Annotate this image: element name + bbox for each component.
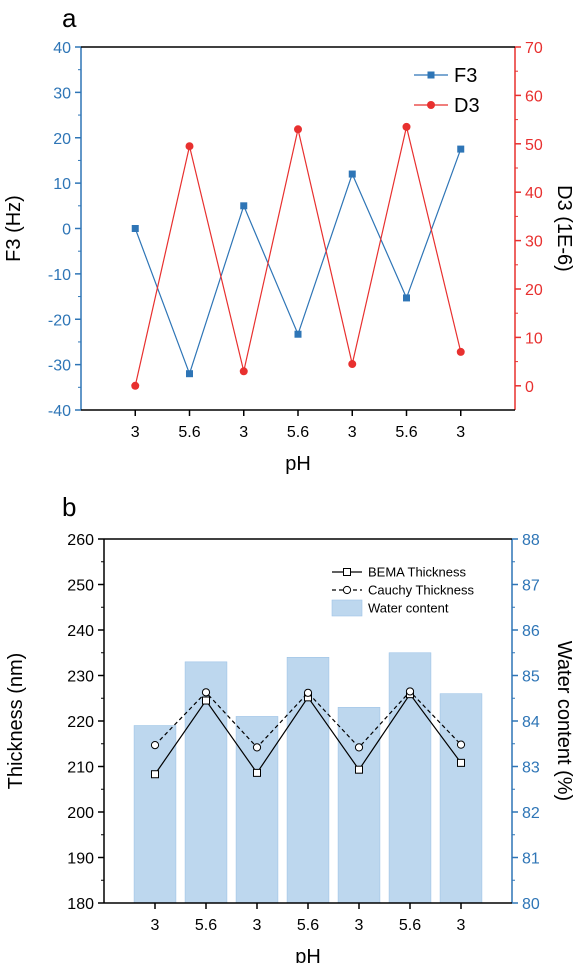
right-axis-title: D3 (1E-6) <box>553 185 574 272</box>
x-tick-label: 5.6 <box>287 424 309 441</box>
legend-marker <box>343 568 351 576</box>
left-tick-label: 210 <box>67 760 94 777</box>
data-point <box>253 768 261 777</box>
left-tick-label: 200 <box>67 805 94 822</box>
x-tick-label: 5.6 <box>395 424 417 441</box>
right-tick-label: 10 <box>525 330 543 347</box>
right-tick-label: 0 <box>525 379 534 396</box>
left-tick-label: 180 <box>67 896 94 913</box>
data-point <box>457 758 465 767</box>
data-point <box>457 145 465 153</box>
left-tick-label: 40 <box>53 40 71 57</box>
left-axis-title: F3 (Hz) <box>3 195 25 262</box>
left-tick-label: 20 <box>53 131 71 148</box>
left-tick-label: 260 <box>67 532 94 549</box>
right-tick-label: 86 <box>522 623 540 640</box>
x-tick-label: 5.6 <box>297 917 319 934</box>
data-point <box>186 370 193 378</box>
left-tick-label: 190 <box>67 851 94 868</box>
left-tick-label: -10 <box>48 267 71 284</box>
bar <box>337 707 381 904</box>
legend-label: Cauchy Thickness <box>368 583 474 598</box>
data-point <box>150 741 160 750</box>
legend-label: Water content <box>368 601 449 616</box>
left-tick-label: 240 <box>67 623 94 640</box>
legend-marker <box>427 71 435 79</box>
x-tick-label: 5.6 <box>195 917 217 934</box>
legend-label: D3 <box>454 95 480 117</box>
right-tick-label: 82 <box>522 805 540 822</box>
series-line <box>134 126 462 386</box>
right-tick-label: 85 <box>522 669 540 686</box>
right-tick-label: 87 <box>522 578 540 595</box>
data-point <box>151 770 159 779</box>
x-tick-label: 3 <box>131 424 140 441</box>
x-tick-label: 3 <box>151 917 160 934</box>
right-tick-label: 81 <box>522 851 540 868</box>
data-point <box>131 381 140 390</box>
legend-label: F3 <box>454 65 477 87</box>
panel-label: a <box>62 3 77 33</box>
data-point <box>348 360 357 369</box>
x-tick-label: 3 <box>348 424 357 441</box>
right-tick-label: 88 <box>522 532 540 549</box>
data-point <box>185 142 194 151</box>
data-point <box>239 367 248 376</box>
left-tick-label: 0 <box>62 222 71 239</box>
bar <box>439 693 483 904</box>
x-tick-label: 3 <box>253 917 262 934</box>
x-axis-title: pH <box>285 453 311 475</box>
left-tick-label: 30 <box>53 85 71 102</box>
data-point <box>303 688 313 697</box>
left-tick-label: 250 <box>67 578 94 595</box>
x-tick-label: 5.6 <box>178 424 200 441</box>
x-tick-label: 3 <box>355 917 364 934</box>
x-tick-label: 5.6 <box>399 917 421 934</box>
x-tick-label: 3 <box>457 917 466 934</box>
data-point <box>131 225 139 232</box>
right-tick-label: 83 <box>522 760 540 777</box>
legend-label: BEMA Thickness <box>368 565 467 580</box>
x-tick-label: 3 <box>239 424 248 441</box>
right-tick-label: 70 <box>525 40 543 57</box>
data-point <box>252 743 262 752</box>
legend-marker <box>427 101 435 109</box>
legend-marker <box>342 585 352 595</box>
panel-label: b <box>62 492 76 522</box>
x-tick-label: 3 <box>456 424 465 441</box>
right-tick-label: 30 <box>525 234 543 251</box>
data-point <box>202 696 210 705</box>
data-point <box>456 347 465 356</box>
data-point <box>355 765 363 774</box>
data-point <box>402 122 411 131</box>
left-tick-label: -40 <box>48 403 71 420</box>
x-axis-title: pH <box>295 946 321 963</box>
left-tick-label: 230 <box>67 669 94 686</box>
data-point <box>294 125 302 134</box>
series-line <box>134 148 462 376</box>
left-tick-label: -20 <box>48 312 71 329</box>
data-point <box>403 294 410 302</box>
right-tick-label: 20 <box>525 282 543 299</box>
right-tick-label: 84 <box>522 714 540 731</box>
data-point <box>201 688 211 697</box>
legend-swatch <box>331 599 363 617</box>
left-tick-label: 220 <box>67 714 94 731</box>
right-tick-label: 50 <box>525 137 543 154</box>
right-tick-label: 80 <box>522 896 540 913</box>
left-tick-label: 10 <box>53 176 71 193</box>
data-point <box>240 202 248 210</box>
data-point <box>456 740 466 749</box>
left-axis-title: Thickness (nm) <box>5 653 27 790</box>
right-axis-title: Water content (%) <box>553 641 574 801</box>
data-point <box>354 743 364 752</box>
right-tick-label: 40 <box>525 185 543 202</box>
left-tick-label: -30 <box>48 358 71 375</box>
right-tick-label: 60 <box>525 88 543 105</box>
data-point <box>348 170 356 178</box>
data-point <box>405 687 415 696</box>
data-point <box>294 330 302 338</box>
